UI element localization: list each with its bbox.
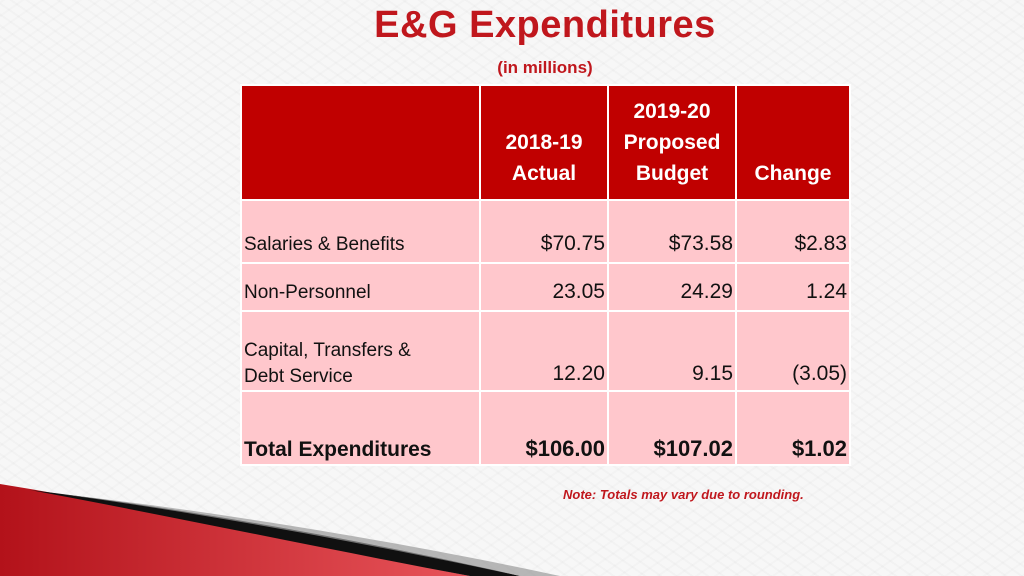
row-label: Capital, Transfers & Debt Service	[240, 310, 481, 392]
rounding-note: Note: Totals may vary due to rounding.	[563, 487, 804, 502]
header-change: Change	[735, 84, 851, 201]
cell-actual: 12.20	[479, 310, 609, 392]
header-blank	[240, 84, 481, 201]
cell-budget: $73.58	[607, 199, 737, 264]
cell-change: 1.24	[735, 262, 851, 312]
cell-actual: $70.75	[479, 199, 609, 264]
swoosh-grey-band	[60, 494, 560, 576]
cell-actual-total: $106.00	[479, 390, 609, 466]
table-row: Salaries & Benefits $70.75 $73.58 $2.83	[240, 199, 851, 264]
row-label: Salaries & Benefits	[240, 199, 481, 264]
cell-change: $2.83	[735, 199, 851, 264]
header-proposed-budget: 2019-20 Proposed Budget	[607, 84, 737, 201]
table-row: Non-Personnel 23.05 24.29 1.24	[240, 262, 851, 312]
row-label: Non-Personnel	[240, 262, 481, 312]
decorative-swoosh	[0, 484, 560, 576]
header-actual: 2018-19 Actual	[479, 84, 609, 201]
cell-budget: 24.29	[607, 262, 737, 312]
cell-change: (3.05)	[735, 310, 851, 392]
slide-title: E&G Expenditures	[374, 4, 716, 46]
table-header-row: 2018-19 Actual 2019-20 Proposed Budget C…	[240, 84, 851, 201]
table-row-total: Total Expenditures $106.00 $107.02 $1.02	[240, 390, 851, 466]
slide-subtitle: (in millions)	[497, 58, 593, 77]
cell-budget-total: $107.02	[607, 390, 737, 466]
table-row: Capital, Transfers & Debt Service 12.20 …	[240, 310, 851, 392]
expenditures-table: 2018-19 Actual 2019-20 Proposed Budget C…	[240, 84, 851, 466]
swoosh-black-band	[30, 490, 520, 576]
cell-budget: 9.15	[607, 310, 737, 392]
cell-change-total: $1.02	[735, 390, 851, 466]
cell-actual: 23.05	[479, 262, 609, 312]
row-label-total: Total Expenditures	[240, 390, 481, 466]
